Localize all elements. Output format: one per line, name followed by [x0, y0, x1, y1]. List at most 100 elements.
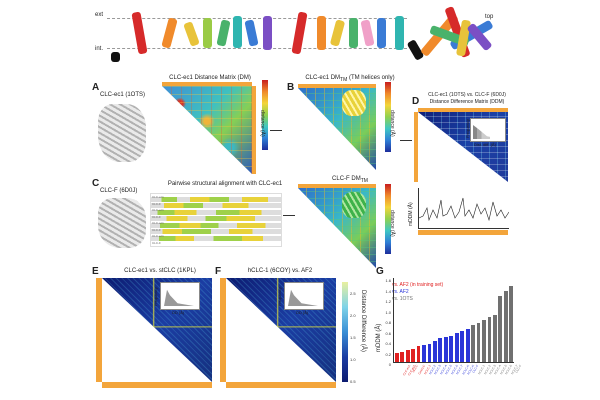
membrane-bottom-line: [107, 48, 407, 49]
bar-hclc-3: [427, 343, 432, 362]
alignment-block: [150, 193, 282, 247]
panel-c2-axis-top: [298, 184, 376, 188]
helix-q: [395, 16, 404, 50]
helix-m: [349, 18, 358, 48]
bar-clc-ec1: [400, 351, 405, 362]
panel-a-distance-matrix: [162, 86, 252, 174]
panel-f-axis-bottom: [226, 382, 336, 388]
panel-f-letter: F: [215, 266, 222, 277]
ytick: 0: [388, 362, 391, 367]
row-label: CLC-ec1: [152, 234, 164, 238]
helix-d: [183, 21, 200, 47]
panel-g-letter: G: [376, 266, 384, 277]
panel-c-row-labels: CLC-ec1 CLC-F CLC-ec1 CLC-F CLC-ec1 CLC-…: [152, 194, 164, 246]
panel-b-colorbar: [385, 82, 391, 152]
cbar-tick: 1.0: [350, 357, 356, 362]
panel-c2-cbar-label: distance (Å): [389, 210, 395, 237]
bar-hclc-1: [416, 346, 421, 362]
legend-entry-blue: vs. AF2: [392, 289, 409, 295]
topology-diagram: ext int.: [95, 2, 425, 64]
panel-d-inset-xlabel: Dist. diff. (Å): [474, 142, 496, 147]
bar-hclc-5: [492, 314, 497, 362]
panel-b-letter: B: [287, 82, 295, 93]
panel-d-title-1: CLC-ec1 (1OTS) vs. CLC-F (6D0J): [428, 92, 506, 98]
helix-n: [360, 19, 375, 47]
panel-b-title: CLC-ec1 DMTM (TM helices only): [300, 75, 400, 83]
alignment-row: [151, 210, 281, 215]
membrane-top-line: [107, 18, 407, 19]
bar-chart-bars: [394, 278, 514, 362]
top-view-structure: top: [419, 2, 495, 68]
bar-hclc-3: [482, 320, 486, 362]
ytick: 1.2: [385, 299, 391, 304]
panel-d-trace-axis: [418, 230, 508, 235]
alignment-row: [151, 197, 281, 202]
panel-b-axis-top: [298, 84, 376, 88]
panel-a-cbar-label: distance (Å): [259, 110, 265, 137]
panel-e-axis-bottom: [102, 382, 212, 388]
panel-e-axis-left: [96, 278, 102, 382]
panel-c-letter: C: [92, 178, 100, 189]
bar-chart-plot: [393, 278, 514, 363]
helix-e: [203, 18, 212, 48]
inset-histogram: [164, 289, 194, 306]
ytick: 0.4: [385, 341, 391, 346]
bar-stclc: [405, 350, 410, 362]
panel-a-protein: CLC-ec1 (1OTS): [100, 92, 146, 98]
clc-f-structure: [98, 198, 146, 248]
legend-entry-gray: vs. 1OTS: [392, 296, 413, 302]
panel-e-letter: E: [92, 266, 99, 277]
helix-g: [233, 16, 242, 48]
ytick: 0.2: [385, 351, 391, 357]
ytick: 0.8: [385, 320, 391, 325]
alignment-row: [151, 203, 281, 208]
panel-d-mddm-trace: [418, 188, 510, 229]
row-label: CLC-F: [152, 240, 161, 245]
bar-clc-ec1: [394, 352, 399, 362]
arrow-b-to-d: [400, 140, 412, 141]
panel-a-axis-right: [252, 86, 256, 174]
panel-e-inset-ylabel: Frequency: [153, 287, 158, 306]
legend-entry-red: vs. AF2 (in training set): [392, 282, 444, 288]
bar-clc-f: [465, 329, 470, 362]
bar-hclc-1: [471, 325, 475, 362]
panel-f-colorbar: [342, 282, 348, 382]
bar-hclc-6: [443, 336, 448, 362]
panel-c2-colorbar: [385, 184, 391, 254]
int-label: int.: [95, 46, 104, 52]
mddm-trace-line: [418, 197, 510, 222]
ytick: 0.6: [385, 330, 391, 336]
ytick: 1.6: [385, 278, 391, 283]
cbar-tick: 2.5: [350, 291, 356, 296]
helix-l: [329, 19, 346, 47]
panel-d-trace-ylabel: mDDM (Å): [408, 202, 414, 226]
panel-a-axis-top: [162, 82, 252, 86]
helix-k: [317, 16, 326, 50]
alignment-row: [151, 223, 281, 228]
bar-cmclc: [411, 348, 415, 362]
cbar-tick: 2.0: [350, 313, 356, 318]
panel-g-legend: vs. AF2 (in training set) vs. AF2 vs. 1O…: [392, 282, 443, 303]
helix-f: [216, 19, 231, 47]
cbar-tick: 0.5: [350, 379, 356, 384]
panel-b-title-tail: (TM helices only): [348, 75, 395, 81]
helix-c: [161, 17, 178, 49]
bar-clc-f: [509, 285, 514, 362]
helix-o: [377, 18, 386, 48]
bar-hclc-7: [449, 335, 454, 362]
top-label: top: [485, 14, 494, 20]
panel-f-cbar-ticks: 2.5 2.0 1.5 1.0 0.5: [350, 283, 356, 393]
row-label: CLC-ec1: [152, 208, 164, 212]
panel-e-inset-xlabel: DD (Å): [172, 310, 185, 315]
row-label: CLC-F: [152, 227, 161, 232]
bar-hclc-4: [432, 341, 437, 362]
panel-d-axis-left: [414, 112, 418, 182]
alignment-row: [151, 216, 281, 221]
mddm-trace-svg: [418, 197, 510, 222]
panel-d-axis-top: [418, 108, 508, 112]
inset-histogram: [288, 289, 318, 306]
panel-d-letter: D: [412, 96, 420, 107]
row-label: CLC-F: [152, 214, 161, 219]
row-label: CLC-ec1: [152, 221, 164, 225]
bar-hclc-5: [438, 338, 443, 362]
